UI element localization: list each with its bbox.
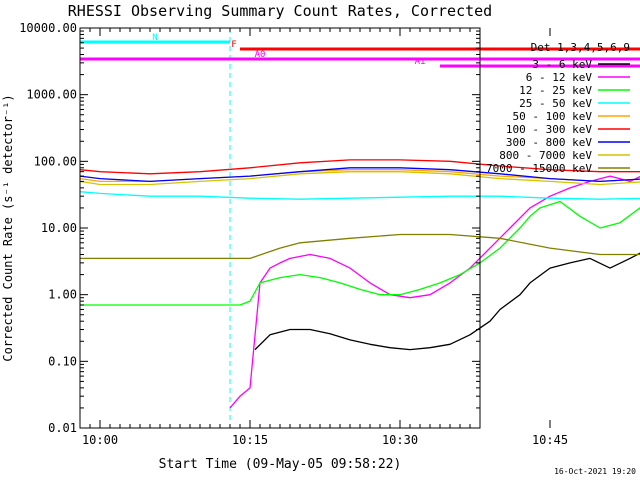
state-bar-label: A0 [255, 50, 266, 60]
chart-title: RHESSI Observing Summary Count Rates, Co… [68, 2, 492, 20]
y-tick-label: 0.10 [48, 354, 77, 368]
legend-label: 800 - 7000 keV [499, 149, 592, 162]
series-line-5 [79, 159, 640, 175]
x-tick-label: 10:45 [532, 433, 568, 447]
legend-label: 50 - 100 keV [513, 110, 593, 123]
legend-label: 12 - 25 keV [519, 84, 592, 97]
legend-label: 25 - 50 keV [519, 97, 592, 110]
x-tick-label: 10:00 [82, 433, 118, 447]
legend-label: 6 - 12 keV [526, 71, 593, 84]
plot-area: N F A0 A1 [79, 28, 640, 428]
y-axis-label: Corrected Count Rate (s⁻¹ detector⁻¹) [1, 94, 15, 361]
y-tick-label: 0.01 [48, 421, 77, 435]
legend-label: 3 - 6 keV [532, 58, 592, 71]
y-axis: 10000.00 1000.00 100.00 10.00 1.00 0.10 0.01 [19, 21, 480, 435]
legend-header: Det 1,3,4,5,6,9 [531, 41, 630, 54]
series-line-3 [79, 191, 640, 200]
legend-label: 300 - 800 keV [506, 136, 592, 149]
series-line-7 [79, 171, 640, 186]
y-tick-label: 1000.00 [26, 88, 77, 102]
series-line-0 [254, 252, 640, 351]
series-line-2 [80, 200, 640, 306]
y-tick-label: 10000.00 [19, 21, 77, 35]
x-tick-label: 10:30 [382, 433, 418, 447]
state-bar-label: N [152, 33, 157, 43]
plot-frame [79, 27, 481, 429]
series-line-6 [79, 167, 640, 183]
state-bar-label: A1 [415, 57, 426, 67]
series-line-1 [229, 175, 640, 409]
legend-label: 100 - 300 keV [506, 123, 592, 136]
render-timestamp: 16-Oct-2021 19:20 [554, 467, 636, 476]
state-bar-label: F [231, 40, 236, 50]
x-tick-label: 10:15 [232, 433, 268, 447]
y-tick-label: 100.00 [34, 154, 77, 168]
x-axis-label: Start Time (09-May-05 09:58:22) [159, 457, 402, 472]
y-tick-label: 1.00 [48, 288, 77, 302]
series-line-8 [80, 233, 640, 260]
legend-label: 7000 - 15000 keV [486, 162, 592, 175]
y-tick-label: 10.00 [41, 221, 77, 235]
